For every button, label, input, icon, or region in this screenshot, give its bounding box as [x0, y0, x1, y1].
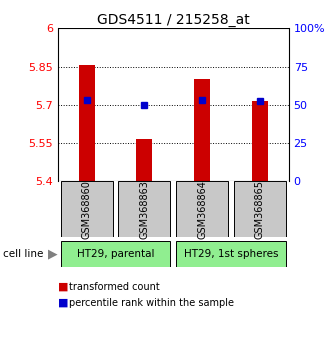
Text: ■: ■	[58, 298, 68, 308]
Text: percentile rank within the sample: percentile rank within the sample	[69, 298, 234, 308]
Bar	[194, 79, 210, 182]
Text: HT29, 1st spheres: HT29, 1st spheres	[184, 249, 278, 259]
Text: transformed count: transformed count	[69, 282, 160, 292]
Text: HT29, parental: HT29, parental	[77, 249, 154, 259]
Text: cell line: cell line	[3, 249, 44, 259]
Bar	[61, 241, 170, 267]
Bar	[176, 182, 228, 237]
Bar	[61, 182, 113, 237]
Bar	[118, 182, 170, 237]
Bar	[136, 139, 152, 182]
Bar	[176, 241, 286, 267]
Text: ■: ■	[58, 282, 68, 292]
Text: GSM368865: GSM368865	[255, 180, 265, 239]
Text: GSM368864: GSM368864	[197, 180, 207, 239]
Text: GSM368863: GSM368863	[139, 180, 149, 239]
Bar	[252, 101, 268, 182]
Text: ▶: ▶	[48, 247, 57, 261]
Text: GSM368860: GSM368860	[82, 180, 92, 239]
Title: GDS4511 / 215258_at: GDS4511 / 215258_at	[97, 13, 249, 27]
Bar	[79, 65, 95, 182]
Bar	[234, 182, 286, 237]
